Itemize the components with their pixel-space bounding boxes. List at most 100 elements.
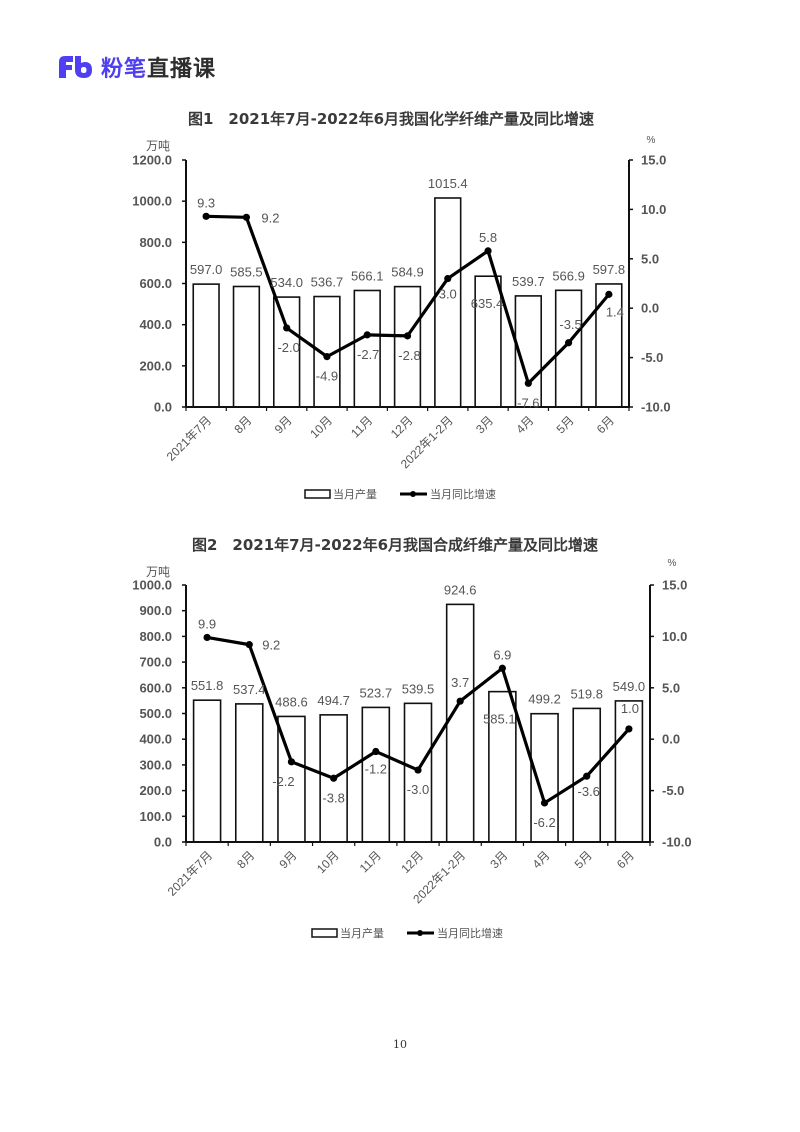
category-label: 4月 [530,848,553,871]
right-tick-label: 0.0 [662,732,680,747]
yoy-point [456,697,464,705]
category-label: 3月 [487,848,510,871]
bar-value-label: 523.7 [360,685,393,700]
yoy-value-label: -2.2 [272,774,294,789]
right-tick-label: 15.0 [662,578,687,593]
bar-value-label: 539.5 [402,681,435,696]
bar-value-label: 551.8 [191,678,224,693]
yoy-value-label: -3.0 [407,782,429,797]
right-tick-label: 15.0 [641,153,666,168]
yoy-point [564,339,573,347]
right-tick-label: -5.0 [641,350,663,365]
legend-bar-swatch [304,489,331,499]
yoy-point [242,213,251,221]
yoy-value-label: 9.2 [261,210,279,225]
yoy-point [605,290,613,298]
yoy-value-label: -3.6 [578,784,600,799]
legend-line-marker [417,930,423,936]
bar-value-label: 584.9 [391,265,424,280]
chart2-title: 图2 2021年7月-2022年6月我国合成纤维产量及同比增速 [192,536,599,554]
bar-value-label: 499.2 [528,692,561,707]
left-tick-label: 800.0 [139,629,172,644]
logo-brand: 粉笔 [101,57,148,82]
right-tick-label: 5.0 [641,251,659,266]
yoy-value-label: 6.9 [493,647,511,662]
legend-bar-swatch [311,928,338,938]
right-tick-label: -5.0 [662,783,684,798]
right-tick-label: 10.0 [662,629,687,644]
yoy-value-label: -4.9 [316,369,338,384]
legend-line-label: 当月同比增速 [430,487,496,501]
logo-suffix: 直播课 [147,57,217,82]
bar [403,702,433,843]
yoy-value-label: -7.6 [517,395,539,410]
fb-logo-icon [59,56,92,78]
bar [192,699,222,843]
yoy-value-label: 1.4 [606,304,624,319]
yoy-point [484,247,492,255]
yoy-value-label: 9.3 [197,195,215,210]
yoy-point [363,331,371,339]
yoy-point [540,799,549,807]
left-tick-label: 0.0 [154,835,172,850]
bar-value-label: 585.1 [483,712,516,727]
left-tick-label: 100.0 [139,809,172,824]
yoy-point [444,274,452,283]
legend-bar-label: 当月产量 [340,926,384,940]
left-axis-unit: 万吨 [146,139,170,153]
page-number: 10 [393,1038,407,1051]
left-tick-label: 900.0 [139,603,172,618]
category-label: 10月 [314,848,342,876]
left-tick-label: 400.0 [139,732,172,747]
right-axis-unit: % [647,135,656,146]
bar-value-label: 566.9 [552,268,585,283]
yoy-point [372,747,380,756]
yoy-value-label: -3.8 [322,790,344,805]
right-tick-label: 5.0 [662,680,680,695]
yoy-value-label: -2.8 [398,348,420,363]
bar [614,700,644,843]
left-tick-label: 600.0 [139,276,172,291]
right-tick-label: 10.0 [641,202,666,217]
bar-value-label: 536.7 [311,275,344,290]
right-tick-label: -10.0 [641,400,671,415]
yoy-point [403,332,412,340]
bar [272,296,301,408]
category-label: 11月 [357,848,384,875]
category-label: 12月 [398,848,426,876]
left-tick-label: 300.0 [139,757,172,772]
category-label: 5月 [572,848,595,871]
yoy-point [245,641,253,649]
yoy-value-label: 3.7 [451,675,469,690]
bar-value-label: 585.5 [230,264,263,279]
logo: 粉笔直播课 [57,52,216,82]
yoy-point [203,633,211,642]
chart1: 万吨 % 1200.0 1000.0 800.0 600.0 400.0 200.0 0.0 15… [132,135,671,501]
left-tick-label: 1200.0 [132,153,172,168]
right-tick-label: -10.0 [662,835,692,850]
yoy-value-label: 5.8 [479,230,497,245]
yoy-value-label: 3.0 [439,287,457,302]
yoy-point [323,353,331,361]
yoy-value-label: -1.2 [365,762,387,777]
yoy-point [287,758,296,766]
bar [393,285,422,408]
right-axis-unit: % [668,558,677,569]
bar-value-label: 494.7 [317,693,350,708]
yoy-value-label: 1.0 [621,701,639,716]
bar-value-label: 537.4 [233,682,266,697]
left-tick-label: 1000.0 [132,194,172,209]
category-label: 6月 [614,848,637,871]
legend-line-label: 当月同比增速 [437,926,503,940]
bar-value-label: 597.8 [593,262,626,277]
yoy-value-label: -6.2 [533,815,555,830]
category-label: 9月 [276,848,299,871]
yoy-value-label: -3.5 [559,317,581,332]
yoy-point [498,664,506,672]
yoy-value-label: 9.9 [198,616,216,631]
bar-value-label: 597.0 [190,262,223,277]
yoy-point [283,324,291,332]
yoy-value-label: -2.7 [357,347,379,362]
left-tick-label: 500.0 [139,706,172,721]
bar-value-label: 549.0 [613,679,646,694]
